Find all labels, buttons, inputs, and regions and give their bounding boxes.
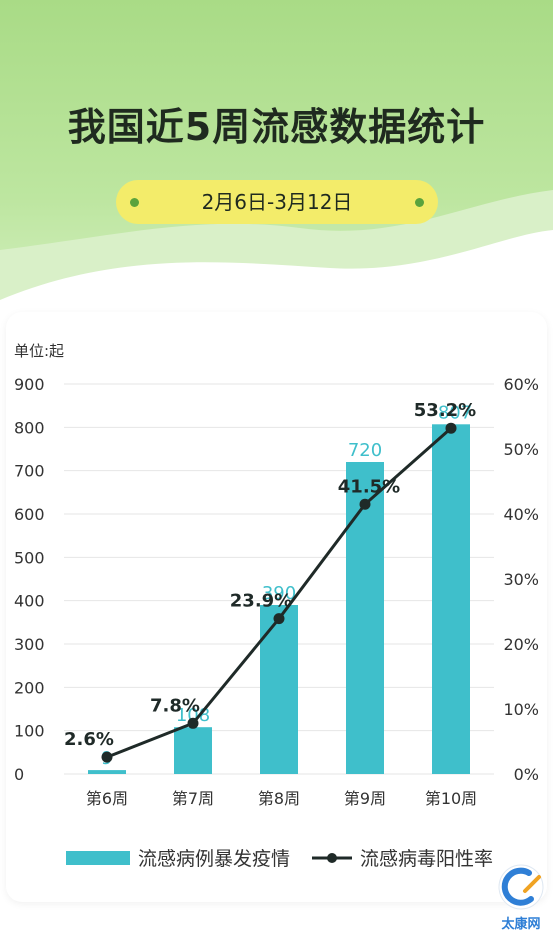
legend-bar-label: 流感病例暴发疫情	[138, 848, 290, 870]
legend-line-label: 流感病毒阳性率	[360, 848, 493, 870]
x-tick-label: 第8周	[258, 789, 300, 808]
y-left-tick: 700	[14, 462, 45, 481]
bar	[88, 770, 126, 774]
unit-label: 单位:起	[14, 342, 64, 360]
y-left-tick: 900	[14, 375, 45, 394]
legend-bar-swatch	[66, 851, 130, 865]
y-right-tick: 60%	[503, 375, 539, 394]
header-banner: 我国近5周流感数据统计 2月6日-3月12日	[0, 0, 553, 330]
line-point	[101, 751, 113, 763]
bar-value-label: 108	[176, 705, 210, 726]
pill-dot-left	[130, 198, 139, 207]
chart-card: 单位:起 0 100 200 300 400 500 600 700 800 900 0% 10% 20%…	[6, 312, 547, 902]
line-value-label: 7.8%	[150, 695, 200, 716]
line-point	[187, 717, 199, 729]
line-value-label: 53.2%	[414, 400, 476, 421]
y-right-tick: 20%	[503, 635, 539, 654]
y-right-tick: 10%	[503, 700, 539, 719]
page-title: 我国近5周流感数据统计	[67, 105, 486, 149]
bar-value-label: 720	[348, 440, 382, 461]
bar	[174, 727, 212, 774]
line-value-label: 23.9%	[230, 591, 292, 612]
pill-dot-right	[415, 198, 424, 207]
x-tick-label: 第7周	[172, 789, 214, 808]
x-tick-label: 第6周	[86, 789, 128, 808]
y-left-tick: 500	[14, 548, 45, 567]
y-right-tick: 50%	[503, 440, 539, 459]
y-left-tick: 300	[14, 635, 45, 654]
line-point	[273, 613, 285, 625]
line-value-label: 41.5%	[338, 476, 400, 497]
bar	[260, 605, 298, 774]
line-value-label: 2.6%	[64, 729, 114, 750]
watermark-text: 太康网	[500, 916, 540, 932]
y-left-tick: 600	[14, 505, 45, 524]
line-point	[445, 422, 457, 434]
bar-value-label: 390	[262, 583, 296, 604]
y-right-tick: 0%	[514, 765, 539, 784]
x-tick-label: 第10周	[425, 789, 477, 808]
y-left-tick: 800	[14, 418, 45, 437]
y-right-tick: 40%	[503, 505, 539, 524]
watermark-logo: 太康网	[498, 864, 544, 932]
y-left-tick: 100	[14, 722, 45, 741]
x-tick-label: 第9周	[344, 789, 386, 808]
bar	[346, 462, 384, 774]
chart: 单位:起 0 100 200 300 400 500 600 700 800 900 0% 10% 20%…	[14, 342, 539, 870]
y-right-tick: 30%	[503, 570, 539, 589]
bar-value-label: 807	[438, 402, 472, 423]
line-point	[359, 498, 371, 510]
legend-line-dot	[327, 853, 337, 863]
y-left-tick: 200	[14, 678, 45, 697]
header-waves	[0, 190, 553, 330]
y-left-tick: 0	[14, 765, 24, 784]
date-range-pill: 2月6日-3月12日	[116, 180, 438, 224]
y-left-tick: 400	[14, 592, 45, 611]
date-range: 2月6日-3月12日	[201, 190, 353, 214]
bar	[432, 424, 470, 774]
